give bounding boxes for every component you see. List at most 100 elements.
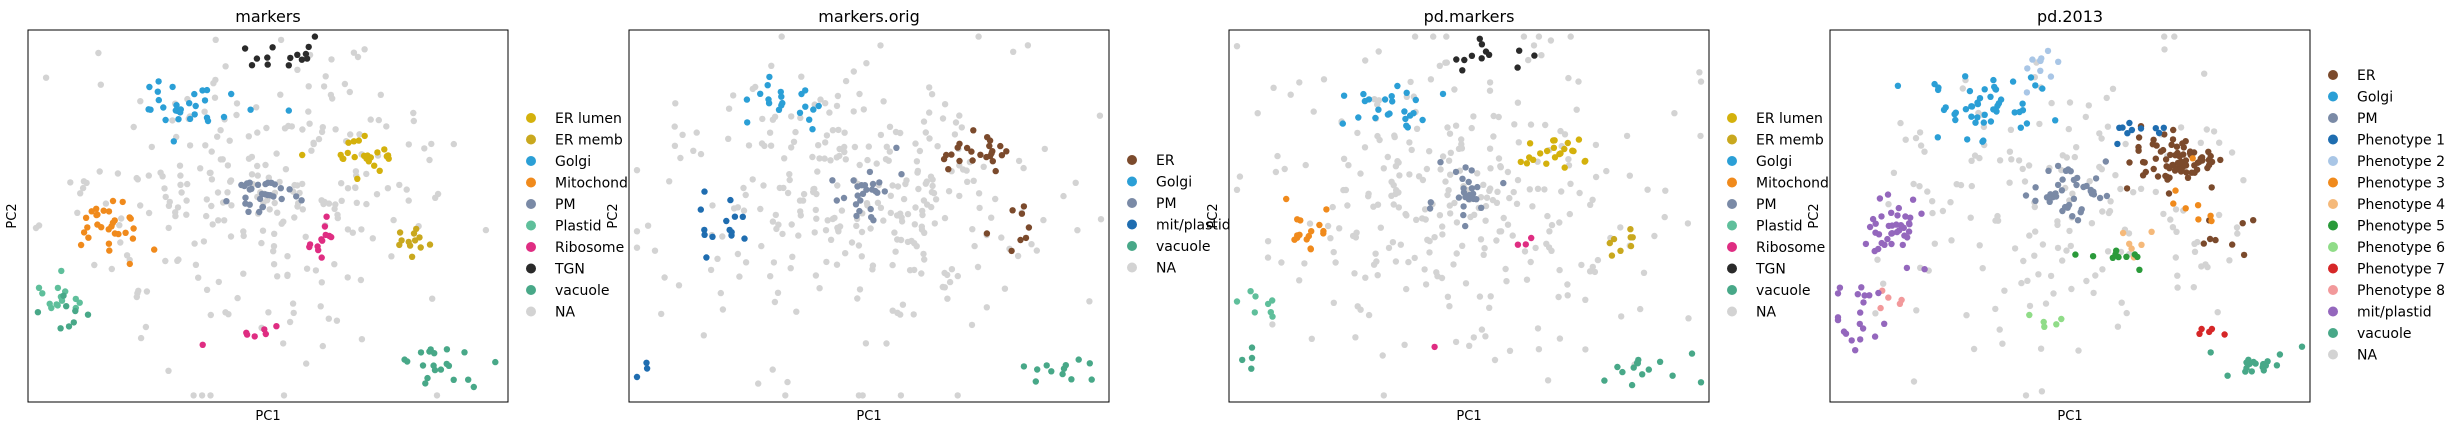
point-na	[1436, 212, 1444, 219]
point-mit-plastid	[1881, 320, 1888, 327]
point-na	[1443, 33, 1450, 40]
point-na	[1662, 187, 1669, 194]
point-pm	[1462, 164, 1469, 171]
plot-title-2: markers.orig	[818, 7, 919, 26]
point-na	[941, 284, 948, 291]
point-na	[954, 272, 961, 280]
point-na	[410, 109, 417, 117]
point-er-lumen	[1575, 136, 1583, 143]
point-golgi	[192, 102, 199, 110]
point-na	[1411, 33, 1419, 40]
point-na	[217, 156, 224, 163]
point-na	[145, 209, 153, 217]
point-mit-plastid	[1899, 241, 1907, 249]
point-vacuole	[1088, 376, 1095, 383]
point-na	[1450, 261, 1457, 268]
point-na	[1436, 62, 1444, 69]
point-vacuole	[1669, 372, 1676, 379]
point-na	[2026, 232, 2033, 239]
point-na	[1377, 224, 1385, 231]
point-na	[2210, 128, 2218, 135]
point-er	[2217, 156, 2224, 164]
point-tgn	[253, 55, 261, 62]
point-vacuole	[1697, 379, 1705, 386]
point-na	[2173, 228, 2180, 235]
point-na	[278, 220, 285, 227]
point-na	[284, 253, 291, 260]
point-mitochond	[126, 260, 133, 268]
point-plastid	[1269, 297, 1276, 304]
legend-marker-na	[526, 306, 536, 317]
point-na	[1392, 258, 1400, 265]
point-vacuole	[1248, 344, 1256, 351]
point-na	[1544, 212, 1551, 220]
point-golgi	[169, 83, 176, 91]
x-axis-label-2: PC1	[856, 409, 881, 424]
point-na	[277, 36, 285, 44]
point-ribosome	[306, 243, 313, 251]
point-na	[262, 161, 269, 169]
point-na	[2082, 113, 2089, 121]
point-na	[1467, 213, 1474, 221]
point-pm	[868, 214, 875, 221]
point-na	[1509, 232, 1516, 239]
point-na	[827, 157, 834, 164]
point-na	[1442, 178, 1449, 185]
point-na	[325, 200, 333, 207]
point-na	[1651, 232, 1658, 240]
point-na	[904, 210, 912, 218]
point-na	[856, 161, 863, 169]
point-na	[2104, 248, 2112, 255]
point-er-lumen	[354, 175, 361, 182]
point-na	[918, 223, 925, 230]
point-na	[1380, 392, 1388, 399]
point-na	[1573, 106, 1580, 113]
point-phenotype-2	[2047, 73, 2055, 80]
point-na	[2098, 135, 2105, 142]
point-phenotype-5	[2134, 253, 2141, 261]
point-na	[725, 135, 732, 142]
point-na	[1916, 183, 1923, 190]
point-mitochond	[127, 215, 134, 222]
point-mit-plastid	[723, 217, 730, 225]
point-na	[1582, 296, 1589, 303]
point-na	[1452, 338, 1460, 346]
point-pm	[1468, 185, 1476, 192]
point-na	[1477, 236, 1485, 243]
point-na	[787, 265, 794, 272]
point-na	[2234, 230, 2241, 237]
point-pm	[2058, 187, 2066, 194]
point-na	[864, 156, 871, 164]
point-tgn	[1485, 51, 1493, 58]
point-na	[265, 309, 272, 316]
point-na	[1324, 222, 1332, 230]
point-mit-plastid	[1902, 213, 1909, 220]
point-er	[2183, 169, 2190, 176]
point-er-memb	[1627, 242, 1635, 250]
point-na	[332, 126, 339, 133]
point-na	[809, 153, 816, 161]
point-na	[1451, 86, 1458, 93]
point-na	[328, 56, 335, 63]
point-na	[740, 184, 747, 192]
point-na	[270, 261, 278, 268]
point-mitochond	[122, 229, 129, 236]
point-vacuole	[1020, 363, 1028, 370]
point-golgi	[806, 116, 813, 123]
point-na	[225, 311, 232, 318]
point-phenotype-7	[2198, 325, 2205, 333]
point-plastid	[54, 284, 62, 292]
point-vacuole	[2224, 372, 2231, 379]
point-er	[984, 134, 991, 141]
point-golgi	[162, 116, 169, 124]
point-na	[829, 127, 837, 134]
legend-layer: ER lumen ER memb Golgi Mitochond PM Plastid Ri…	[526, 68, 2445, 364]
point-na	[274, 273, 281, 280]
point-phenotype-5	[2136, 266, 2143, 273]
legend-label-golgi: Golgi	[555, 154, 591, 170]
point-na	[1374, 101, 1381, 108]
point-na	[1362, 274, 1369, 281]
point-na	[1401, 341, 1408, 348]
point-na	[767, 273, 774, 280]
point-na	[222, 63, 229, 70]
